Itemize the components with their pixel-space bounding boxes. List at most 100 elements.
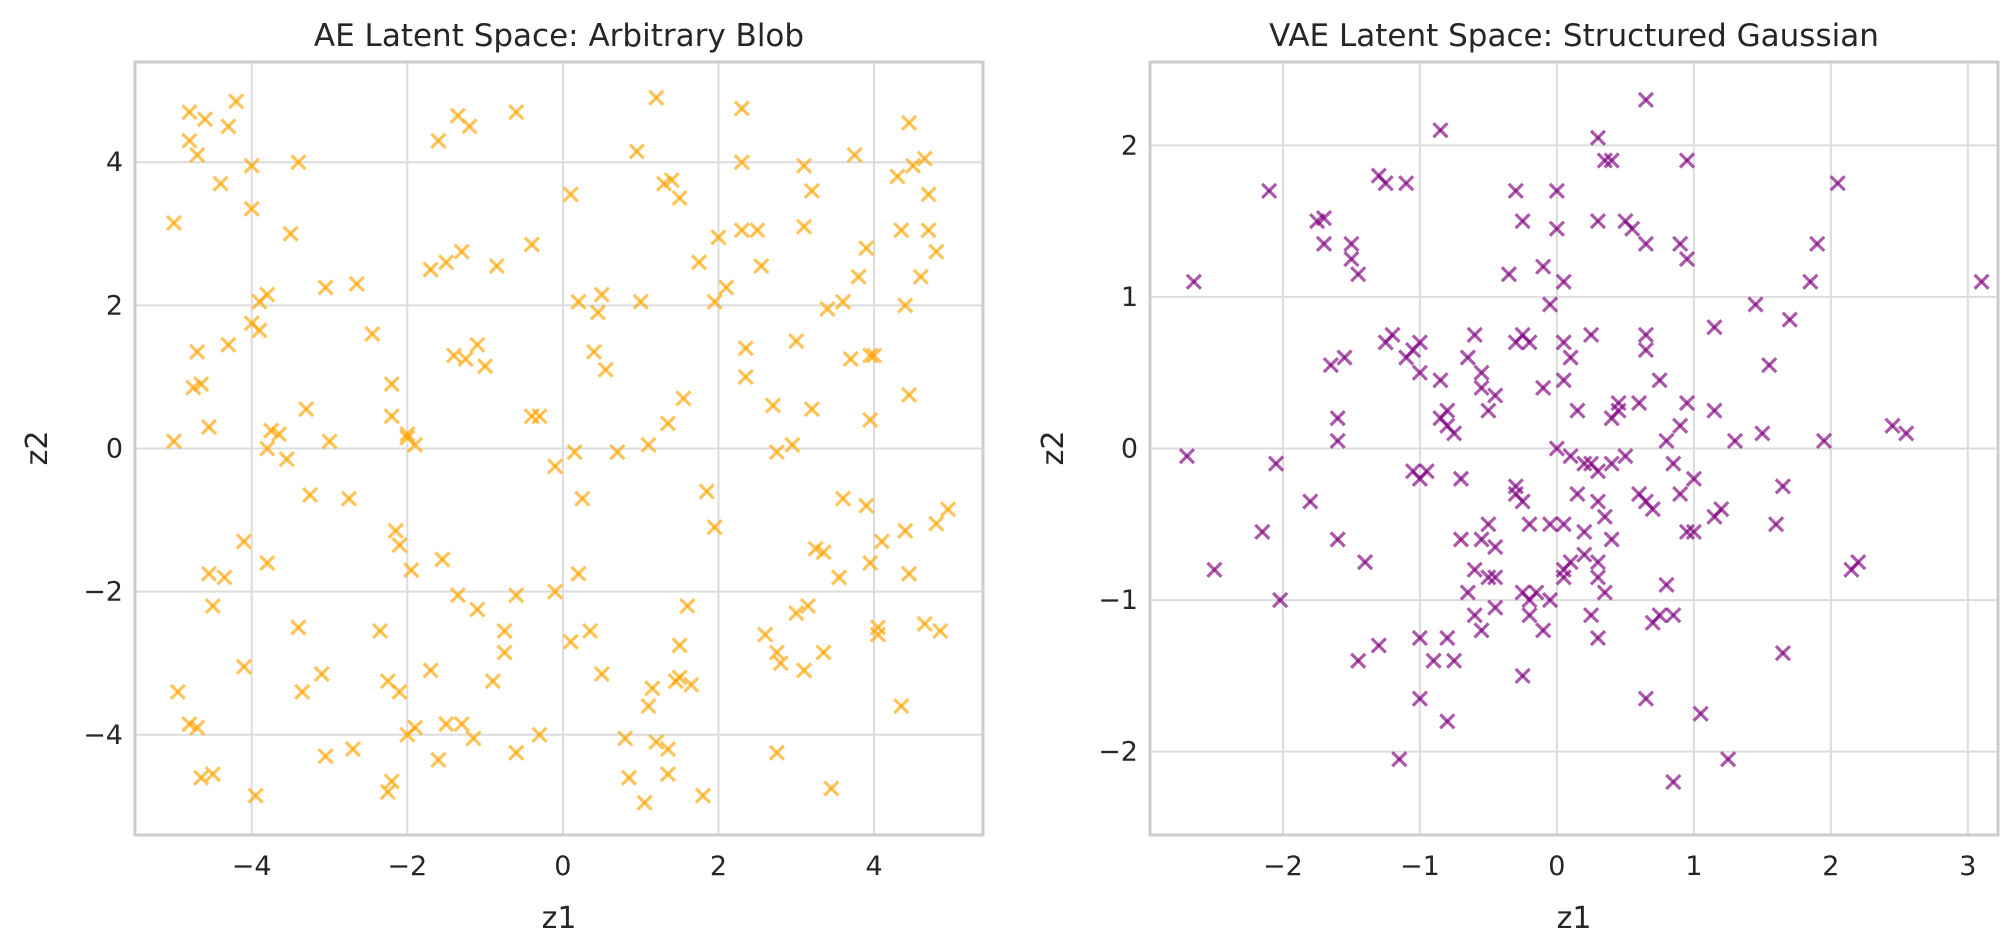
ae-point xyxy=(897,297,914,314)
ae-point xyxy=(920,222,937,239)
ae-point xyxy=(640,436,657,454)
vae-point xyxy=(1672,417,1689,434)
ae-point xyxy=(562,633,579,650)
vae-point xyxy=(1637,91,1655,109)
vae-point xyxy=(1398,175,1415,192)
vae-point xyxy=(1658,432,1675,450)
ae-point xyxy=(457,350,474,368)
vae-y-ticks: −2 −1 0 1 2 xyxy=(1098,130,1138,767)
ae-point xyxy=(259,554,276,572)
vae-point xyxy=(1548,220,1566,237)
vae-point xyxy=(1603,410,1620,427)
vae-point xyxy=(1411,629,1429,647)
ae-point xyxy=(593,286,610,303)
ae-point xyxy=(383,408,400,425)
vae-point xyxy=(1411,364,1429,381)
vae-y-tick-label: 0 xyxy=(1121,434,1138,465)
vae-y-tick-label: −1 xyxy=(1098,585,1138,616)
vae-point xyxy=(1480,569,1497,586)
vae-x-tick-label: 1 xyxy=(1685,851,1702,882)
ae-point xyxy=(438,715,455,733)
vae-chart-panel: VAE Latent Space: Structured Gaussian −2… xyxy=(1036,18,2000,936)
ae-point xyxy=(679,597,696,615)
ae-point xyxy=(251,322,268,339)
ae-point xyxy=(181,103,198,121)
ae-point xyxy=(259,440,276,457)
ae-point xyxy=(216,569,233,586)
vae-point xyxy=(1487,599,1504,616)
ae-point xyxy=(900,386,918,403)
ae-point xyxy=(784,436,801,454)
vae-point xyxy=(1898,425,1915,442)
ae-point xyxy=(795,662,813,679)
vae-point xyxy=(1452,531,1470,548)
ae-point xyxy=(321,433,338,450)
ae-point xyxy=(928,515,945,532)
ae-point xyxy=(403,562,420,579)
vae-point xyxy=(1343,235,1360,253)
vae-x-tick-label: 2 xyxy=(1822,851,1839,882)
ae-point xyxy=(243,157,260,174)
ae-x-tick-label: 4 xyxy=(865,851,882,882)
ae-point xyxy=(585,343,603,361)
vae-point xyxy=(1809,235,1826,253)
ae-point xyxy=(640,698,657,715)
ae-point xyxy=(799,597,817,615)
vae-point xyxy=(1267,455,1285,472)
vae-point xyxy=(1350,652,1367,669)
ae-point xyxy=(581,622,599,640)
ae-point xyxy=(570,565,587,582)
ae-point xyxy=(858,239,875,257)
vae-point xyxy=(1569,485,1586,503)
vae-point xyxy=(1302,493,1319,510)
vae-point xyxy=(1535,258,1552,275)
ae-point xyxy=(690,254,708,271)
vae-y-tick-label: 1 xyxy=(1121,282,1138,313)
vae-point xyxy=(1685,523,1703,540)
vae-point xyxy=(1610,394,1627,412)
ae-point xyxy=(546,458,564,475)
ae-point xyxy=(434,551,451,568)
ae-point xyxy=(648,733,665,751)
ae-point xyxy=(301,486,319,504)
ae-point xyxy=(593,665,610,683)
ae-point xyxy=(659,766,677,783)
ae-point xyxy=(189,719,206,736)
ae-point xyxy=(340,490,358,507)
ae-point xyxy=(508,744,525,761)
vae-point xyxy=(1528,584,1545,601)
vae-point xyxy=(1480,402,1497,419)
ae-point xyxy=(932,622,949,640)
vae-point xyxy=(1329,531,1346,548)
ae-point xyxy=(803,182,820,199)
ae-point xyxy=(430,132,447,149)
vae-point xyxy=(1706,319,1723,336)
ae-point xyxy=(399,426,416,443)
vae-point xyxy=(1678,394,1696,412)
vae-point xyxy=(1665,773,1682,791)
ae-point xyxy=(916,150,933,167)
ae-point xyxy=(683,676,700,693)
vae-point xyxy=(1555,516,1572,533)
ae-y-ticks: −4 −2 0 2 4 xyxy=(83,147,123,751)
ae-point xyxy=(531,726,548,743)
vae-point xyxy=(1884,417,1901,434)
ae-point xyxy=(445,347,463,364)
vae-point xyxy=(1637,326,1655,343)
ae-point xyxy=(387,522,404,539)
vae-point xyxy=(1672,235,1689,253)
vae-point xyxy=(1644,500,1661,518)
vae-point xyxy=(1445,425,1463,442)
vae-point xyxy=(1665,455,1682,472)
vae-x-tick-label: −2 xyxy=(1263,851,1303,882)
vae-x-tick-label: −1 xyxy=(1400,851,1440,882)
vae-point xyxy=(1343,250,1360,268)
ae-point xyxy=(422,662,439,679)
ae-point xyxy=(823,780,840,797)
ae-x-tick-label: 0 xyxy=(554,851,571,882)
ae-x-tick-label: 2 xyxy=(710,851,727,882)
ae-point xyxy=(449,587,466,604)
ae-point xyxy=(768,644,785,661)
ae-point xyxy=(858,497,875,514)
vae-point xyxy=(1315,209,1333,227)
